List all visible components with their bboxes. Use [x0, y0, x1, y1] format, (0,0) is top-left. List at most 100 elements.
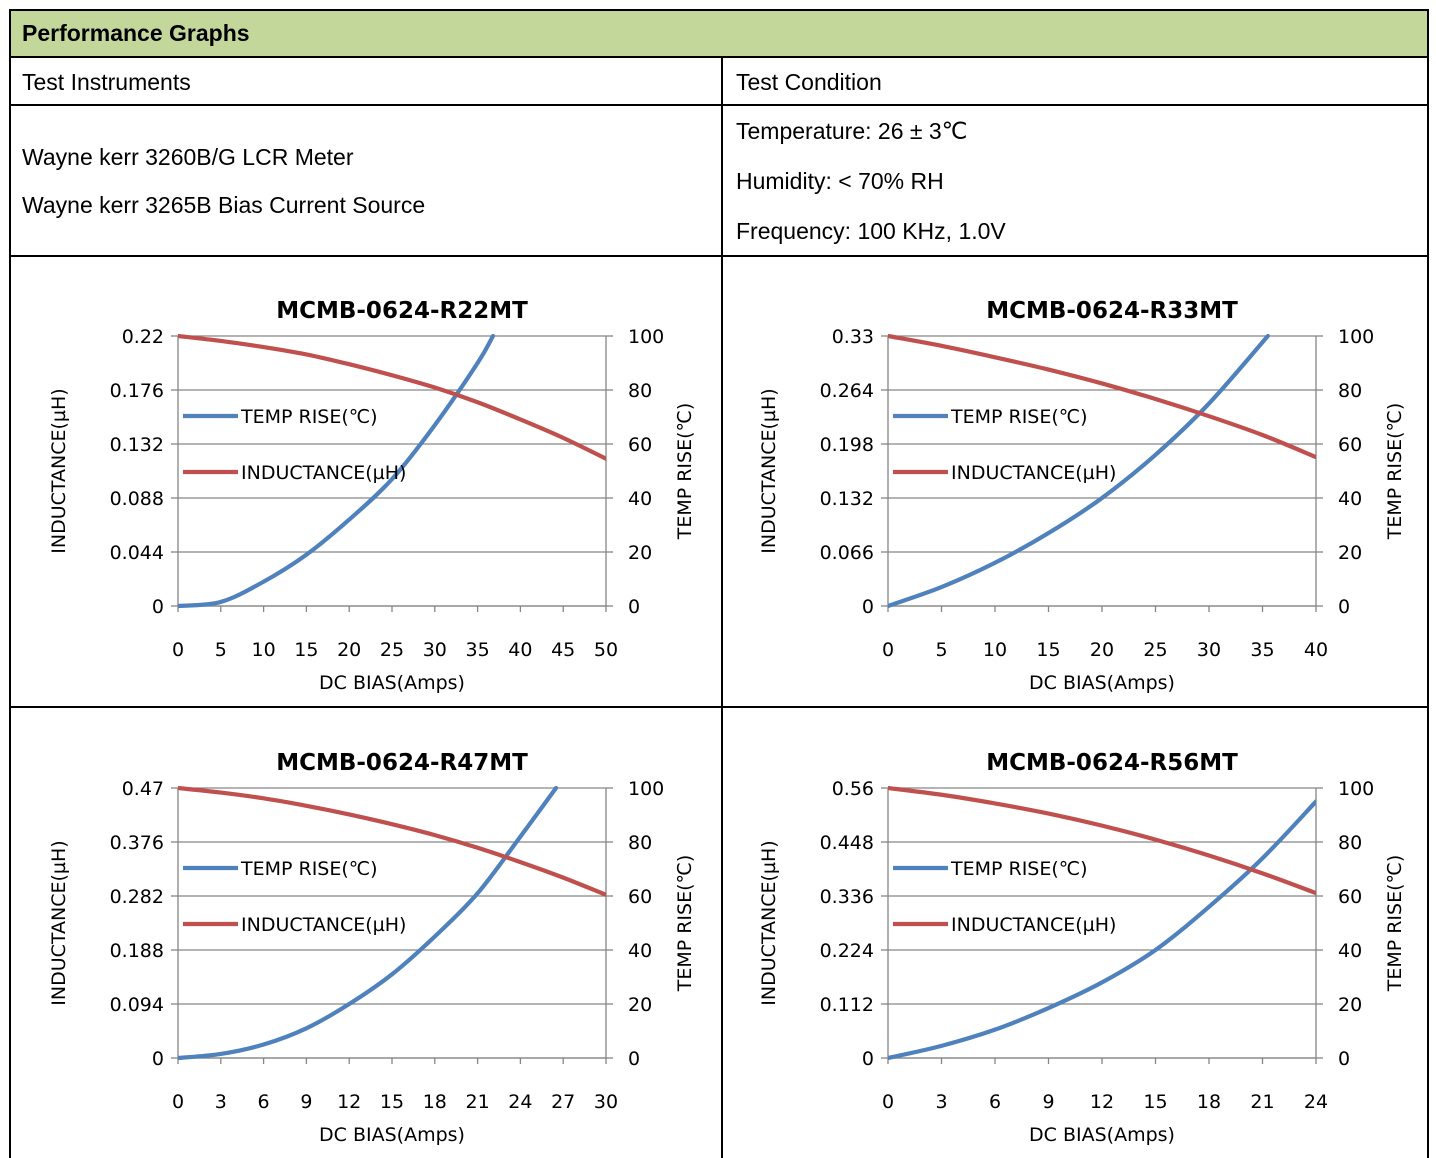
- y2-tick-label: 60: [1338, 886, 1362, 908]
- x-tick-label: 12: [337, 1091, 361, 1113]
- x-tick-label: 35: [1250, 639, 1274, 661]
- table-border-info: [9, 255, 1429, 257]
- x-tick-label: 45: [551, 639, 575, 661]
- x-tick-label: 15: [1036, 639, 1060, 661]
- x-tick-label: 10: [252, 639, 276, 661]
- table-border-right: [1427, 9, 1429, 1158]
- x-tick-label: 3: [935, 1091, 947, 1113]
- y-tick-label: 0.376: [110, 832, 164, 854]
- header-bar: [10, 10, 1428, 56]
- y2-tick-label: 0: [628, 596, 640, 618]
- y-tick-label: 0.176: [110, 380, 164, 402]
- x-tick-label: 5: [935, 639, 947, 661]
- x-tick-label: 30: [594, 1091, 618, 1113]
- y-tick-label: 0.088: [110, 488, 164, 510]
- condition-item: Humidity: < 70% RH: [736, 168, 944, 194]
- temp-rise-line: [178, 334, 496, 608]
- x-axis-label: DC BIAS(Amps): [319, 1124, 465, 1146]
- y2-tick-label: 100: [628, 778, 664, 800]
- x-tick-label: 5: [215, 639, 227, 661]
- y2-tick-label: 0: [628, 1048, 640, 1070]
- y-axis-label: INDUCTANCE(µH): [48, 840, 70, 1005]
- y2-tick-label: 20: [1338, 542, 1362, 564]
- instrument-item: Wayne kerr 3265B Bias Current Source: [22, 192, 426, 218]
- x-tick-label: 15: [294, 639, 318, 661]
- y-tick-label: 0.22: [122, 326, 164, 348]
- y-tick-label: 0.132: [110, 434, 164, 456]
- y2-tick-label: 20: [628, 542, 652, 564]
- legend-label-temp-rise: TEMP RISE(℃): [240, 858, 378, 880]
- chart-title: MCMB-0624-R33MT: [986, 298, 1238, 324]
- y2-tick-label: 0: [1338, 596, 1350, 618]
- y-tick-label: 0.132: [820, 488, 874, 510]
- y2-tick-label: 20: [1338, 994, 1362, 1016]
- x-axis-label: DC BIAS(Amps): [1029, 672, 1175, 694]
- inductance-line: [888, 334, 1316, 460]
- x-tick-label: 18: [1197, 1091, 1221, 1113]
- x-tick-label: 0: [172, 1091, 184, 1113]
- x-tick-label: 20: [337, 639, 361, 661]
- table-border-header: [9, 56, 1429, 58]
- inductance-line: [178, 334, 606, 461]
- y-axis-label: INDUCTANCE(µH): [758, 840, 780, 1005]
- y2-tick-label: 20: [628, 994, 652, 1016]
- y2-tick-label: 40: [1338, 488, 1362, 510]
- legend-label-temp-rise: TEMP RISE(℃): [240, 406, 378, 428]
- chart-title: MCMB-0624-R22MT: [276, 298, 528, 324]
- x-tick-label: 9: [1042, 1091, 1054, 1113]
- legend-label-inductance: INDUCTANCE(µH): [951, 462, 1116, 484]
- y-tick-label: 0.264: [820, 380, 874, 402]
- y2-axis-label: TEMP RISE(℃): [1384, 403, 1406, 541]
- table-border-top: [9, 9, 1429, 11]
- y-tick-label: 0.198: [820, 434, 874, 456]
- x-tick-label: 15: [380, 1091, 404, 1113]
- test-condition-label: Test Condition: [736, 69, 882, 95]
- x-tick-label: 0: [882, 639, 894, 661]
- y-tick-label: 0: [152, 596, 164, 618]
- y-tick-label: 0.224: [820, 940, 874, 962]
- instrument-item: Wayne kerr 3260B/G LCR Meter: [22, 144, 354, 170]
- y-tick-label: 0: [152, 1048, 164, 1070]
- chart-title: MCMB-0624-R56MT: [986, 750, 1238, 776]
- legend-label-inductance: INDUCTANCE(µH): [241, 462, 406, 484]
- y2-tick-label: 40: [628, 940, 652, 962]
- y2-tick-label: 40: [628, 488, 652, 510]
- y2-tick-label: 100: [1338, 778, 1374, 800]
- x-tick-label: 24: [1304, 1091, 1328, 1113]
- inductance-line: [178, 786, 606, 897]
- inductance-line: [888, 786, 1316, 896]
- y2-tick-label: 0: [1338, 1048, 1350, 1070]
- condition-item: Temperature: 26 ± 3℃: [736, 118, 968, 144]
- x-tick-label: 50: [594, 639, 618, 661]
- y-tick-label: 0.282: [110, 886, 164, 908]
- x-axis-label: DC BIAS(Amps): [1029, 1124, 1175, 1146]
- x-tick-label: 27: [551, 1091, 575, 1113]
- x-tick-label: 15: [1143, 1091, 1167, 1113]
- y-axis-label: INDUCTANCE(µH): [758, 388, 780, 553]
- legend-label-inductance: INDUCTANCE(µH): [951, 914, 1116, 936]
- y2-tick-label: 80: [628, 380, 652, 402]
- chart-r56: MCMB-0624-R56MT 0 0 0.112 20 0.224 40 0.336 60 0.…: [758, 750, 1406, 1146]
- x-tick-label: 6: [989, 1091, 1001, 1113]
- y-tick-label: 0.448: [820, 832, 874, 854]
- x-tick-label: 21: [1250, 1091, 1274, 1113]
- x-tick-label: 18: [423, 1091, 447, 1113]
- y2-tick-label: 100: [628, 326, 664, 348]
- y-tick-label: 0.188: [110, 940, 164, 962]
- x-tick-label: 40: [1304, 639, 1328, 661]
- legend-label-temp-rise: TEMP RISE(℃): [950, 858, 1088, 880]
- y-tick-label: 0: [862, 1048, 874, 1070]
- x-tick-label: 35: [466, 639, 490, 661]
- table-border-labels: [9, 104, 1429, 106]
- y-tick-label: 0.112: [820, 994, 874, 1016]
- y-tick-label: 0.094: [110, 994, 164, 1016]
- x-tick-label: 9: [300, 1091, 312, 1113]
- y2-tick-label: 40: [1338, 940, 1362, 962]
- x-tick-label: 20: [1090, 639, 1114, 661]
- chart-title: MCMB-0624-R47MT: [276, 750, 528, 776]
- temp-rise-line: [178, 786, 559, 1060]
- y-tick-label: 0.336: [820, 886, 874, 908]
- table-border-left: [9, 9, 11, 1158]
